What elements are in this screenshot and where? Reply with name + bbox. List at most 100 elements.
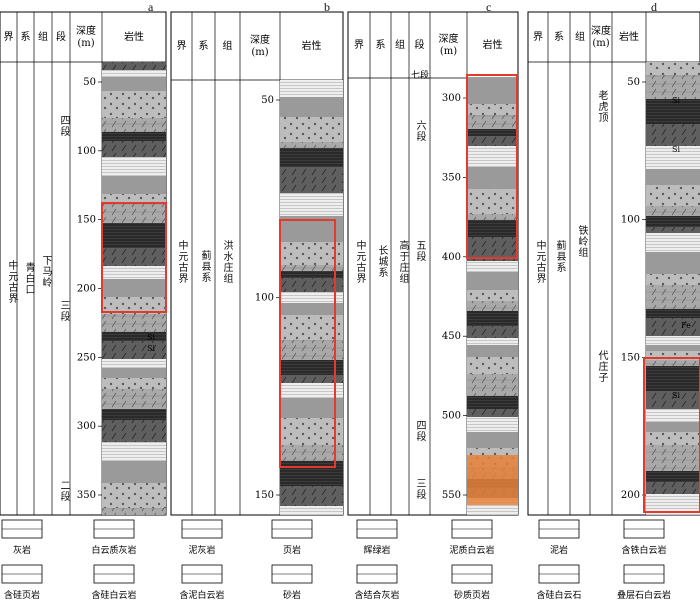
lith-band — [102, 314, 166, 332]
orange-band — [467, 455, 518, 505]
panel-c-m4: 四段 — [414, 420, 425, 442]
header-0: 界 — [354, 39, 364, 51]
lith-band — [280, 80, 343, 97]
panel-b-era: 中元古界 — [176, 240, 187, 284]
legend-label-0: 灰岩 — [13, 544, 31, 556]
panel-c-m3: 三段 — [414, 478, 425, 500]
panel-c-m6: 六段 — [414, 120, 425, 142]
lith-band — [646, 336, 700, 345]
lith-band — [102, 194, 166, 203]
lith-band — [102, 332, 166, 341]
lith-band — [646, 227, 700, 233]
panel-c-letter: c — [486, 0, 492, 14]
header-1: 系 — [21, 31, 31, 43]
highlight-box — [466, 74, 518, 259]
lith-band — [280, 315, 343, 340]
lith-band — [280, 242, 343, 265]
legend-label-14: 含硅白云石 — [536, 589, 581, 601]
lith-band — [102, 91, 166, 118]
panel-c-era: 中元古界 — [354, 240, 365, 284]
panel-b-system: 蓟县系 — [199, 250, 210, 283]
legend-label-1: 白云质灰岩 — [91, 544, 136, 556]
lith-band — [467, 261, 518, 272]
header-3: 段 — [56, 30, 66, 43]
lith-band — [646, 345, 700, 351]
panel-c-m5: 五段 — [414, 240, 425, 262]
legend-label-12: 含结合灰岩 — [354, 589, 399, 601]
tick-label: 50 — [83, 77, 96, 88]
lith-band — [280, 486, 343, 506]
header-3: 段 — [415, 38, 425, 51]
panel-b-formation: 洪水庄组 — [221, 240, 232, 284]
header-1: 系 — [376, 39, 386, 51]
lith-band — [467, 290, 518, 301]
lith-band — [646, 471, 700, 482]
lith-band — [646, 422, 700, 432]
lith-band — [467, 338, 518, 345]
lith-band — [102, 461, 166, 483]
lith-band — [102, 420, 166, 442]
header-5: 岩性 — [124, 30, 144, 43]
lith-band — [102, 132, 166, 141]
lith-band — [467, 301, 518, 311]
lith-band — [280, 193, 343, 216]
tick-label: 50 — [261, 95, 274, 106]
lith-band — [467, 374, 518, 396]
lith-band — [646, 274, 700, 285]
header-1: 系 — [199, 40, 209, 52]
legend-label-11: 砂岩 — [283, 589, 301, 601]
legend-label-7: 含铁白云岩 — [621, 544, 666, 556]
panel-b: 界系 组 深度(m) 岩性 50 100 150 — [170, 11, 344, 516]
panel-a-system: 青白口 — [23, 262, 34, 295]
lith-band — [646, 252, 700, 274]
header-0: 界 — [177, 40, 187, 52]
lith-band — [280, 383, 343, 398]
header-5: 岩性 — [483, 38, 503, 51]
si-symbol: Si — [672, 145, 680, 154]
lith-band — [102, 223, 166, 248]
tick-label: 150 — [255, 490, 274, 501]
lith-band — [102, 70, 166, 77]
header-2: 组 — [395, 38, 405, 51]
lith-band — [646, 482, 700, 494]
lith-band — [102, 118, 166, 132]
header-3: (m) — [592, 38, 609, 49]
lith-band — [102, 297, 166, 314]
highlight-box — [279, 219, 336, 468]
panel-b-letter: b — [324, 0, 330, 14]
lith-band — [646, 494, 700, 515]
tick-label: 150 — [621, 352, 640, 363]
lith-band — [102, 442, 166, 461]
panel-a: 界系组段深度(m) 岩性 50 100 150 200 250 300 350 — [0, 11, 167, 516]
highlight-box — [643, 357, 700, 513]
tick-label: 450 — [442, 331, 461, 342]
lith-band — [467, 326, 518, 338]
lith-band — [102, 62, 166, 70]
lith-band — [280, 97, 343, 117]
panel-a-member-2: 二段 — [58, 480, 69, 502]
lith-band — [467, 417, 518, 432]
legend-label-9: 含硅白云岩 — [91, 589, 136, 601]
lith-band — [280, 398, 343, 418]
lith-band — [280, 340, 343, 360]
lith-band — [102, 508, 166, 515]
lith-band — [102, 157, 166, 176]
panel-d-era: 中元古界 — [534, 240, 545, 284]
header-2: 组 — [223, 39, 233, 52]
header-4: 岩性 — [302, 39, 322, 52]
header-4: 深度 — [76, 24, 96, 37]
lith-band — [467, 146, 518, 167]
lith-band — [280, 506, 343, 515]
panel-frame — [527, 11, 700, 516]
lith-band — [467, 357, 518, 374]
legend-label-13: 砂质页岩 — [454, 589, 490, 601]
header-0: 界 — [533, 31, 543, 43]
panel-c-system: 长城系 — [376, 245, 387, 278]
panel-d-formation: 铁岭组 — [576, 225, 587, 258]
lith-band — [102, 248, 166, 266]
tick-label: 300 — [77, 421, 96, 432]
lith-band — [102, 176, 166, 194]
lith-band — [646, 432, 700, 445]
lith-band — [467, 167, 518, 189]
